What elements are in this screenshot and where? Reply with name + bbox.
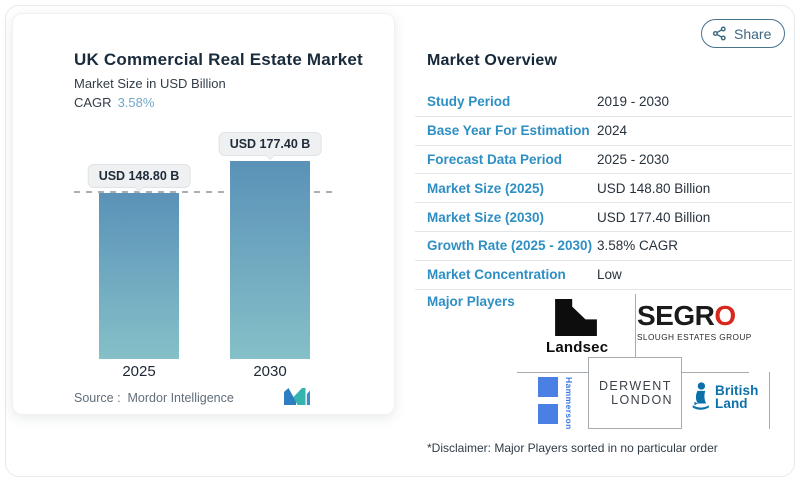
british-land-logo: British Land bbox=[690, 381, 758, 412]
share-button-label: Share bbox=[734, 25, 772, 42]
outer-frame bbox=[5, 5, 795, 477]
britannia-figure-icon bbox=[690, 381, 711, 412]
cagr-label: CAGR bbox=[74, 95, 112, 110]
table-row: Forecast Data Period 2025 - 2030 bbox=[415, 146, 792, 175]
source-label: Source : bbox=[74, 391, 121, 405]
row-label: Base Year For Estimation bbox=[427, 123, 590, 139]
row-label: Study Period bbox=[427, 94, 511, 110]
landsec-mark-icon bbox=[555, 299, 597, 337]
row-value: 3.58% CAGR bbox=[597, 238, 679, 254]
share-button[interactable]: Share bbox=[701, 19, 786, 48]
row-label: Growth Rate (2025 - 2030) bbox=[427, 238, 593, 254]
landsec-logo: Landsec bbox=[546, 299, 609, 356]
table-row: Market Size (2025) USD 148.80 Billion bbox=[415, 174, 792, 204]
hammerson-logo: Hammerson bbox=[538, 377, 574, 430]
disclaimer-text: *Disclaimer: Major Players sorted in no … bbox=[427, 441, 718, 455]
row-value: USD 148.80 Billion bbox=[597, 180, 711, 196]
logo-grid-vertical-divider bbox=[635, 294, 636, 372]
derwent-wordmark-line2: LONDON bbox=[611, 393, 673, 407]
table-row: Market Size (2030) USD 177.40 Billion bbox=[415, 203, 792, 232]
derwent-london-logo: DERWENT LONDON bbox=[588, 357, 682, 429]
hammerson-square-icon bbox=[538, 377, 558, 397]
row-value: 2019 - 2030 bbox=[597, 94, 670, 110]
chart-subtitle: Market Size in USD Billion bbox=[74, 76, 226, 91]
row-value: 2025 - 2030 bbox=[597, 151, 670, 167]
chart-title: UK Commercial Real Estate Market bbox=[74, 50, 363, 69]
x-axis-label-2025: 2025 bbox=[122, 363, 156, 380]
bar-value-label-2030: USD 177.40 B bbox=[218, 132, 322, 156]
british-land-wordmark: British Land bbox=[715, 382, 759, 411]
market-overview-table: Study Period 2019 - 2030 Base Year For E… bbox=[415, 88, 792, 290]
row-value: Low bbox=[597, 267, 622, 283]
logo-grid-vertical-divider-right bbox=[769, 372, 770, 429]
source-value: Mordor Intelligence bbox=[127, 391, 234, 405]
bar-2025 bbox=[99, 193, 179, 359]
british-land-line1: British bbox=[715, 382, 759, 398]
british-land-line2: Land bbox=[715, 395, 748, 411]
segro-red-o: O bbox=[714, 300, 736, 331]
segro-letters: SEGR bbox=[637, 300, 715, 331]
row-label: Market Concentration bbox=[427, 267, 566, 283]
table-row: Growth Rate (2025 - 2030) 3.58% CAGR bbox=[415, 232, 792, 261]
segro-logo: SEGRO SLOUGH ESTATES GROUP bbox=[637, 302, 752, 343]
bar-value-label-2025: USD 148.80 B bbox=[87, 164, 191, 188]
row-label: Forecast Data Period bbox=[427, 151, 563, 167]
derwent-wordmark-line1: DERWENT bbox=[599, 379, 672, 393]
table-row: Market Concentration Low bbox=[415, 261, 792, 290]
bar-chart: USD 148.80 B USD 177.40 B 2025 2030 bbox=[13, 14, 394, 414]
hammerson-wordmark: Hammerson bbox=[564, 377, 574, 430]
table-row: Study Period 2019 - 2030 bbox=[415, 88, 792, 117]
row-value: USD 177.40 Billion bbox=[597, 209, 711, 225]
landsec-wordmark: Landsec bbox=[546, 339, 609, 356]
segro-tagline: SLOUGH ESTATES GROUP bbox=[637, 332, 752, 342]
table-row: Base Year For Estimation 2024 bbox=[415, 117, 792, 146]
cagr-value: 3.58% bbox=[117, 95, 155, 110]
hammerson-square-icon bbox=[538, 404, 558, 424]
market-overview-heading: Market Overview bbox=[427, 52, 558, 69]
mordor-intelligence-logo-icon bbox=[284, 388, 310, 405]
row-value: 2024 bbox=[597, 123, 628, 139]
share-icon bbox=[712, 26, 726, 41]
cagr-line: CAGR 3.58% bbox=[74, 95, 154, 110]
segro-wordmark: SEGRO bbox=[637, 302, 749, 330]
x-axis-label-2030: 2030 bbox=[253, 363, 287, 380]
row-label: Market Size (2030) bbox=[427, 209, 545, 225]
row-label: Market Size (2025) bbox=[427, 180, 545, 196]
reference-dashed-line bbox=[74, 191, 338, 193]
source-line: Source : Mordor Intelligence bbox=[74, 391, 234, 405]
major-players-label: Major Players bbox=[427, 294, 515, 309]
chart-card: UK Commercial Real Estate Market Market … bbox=[12, 13, 395, 415]
bar-2030 bbox=[230, 161, 310, 359]
